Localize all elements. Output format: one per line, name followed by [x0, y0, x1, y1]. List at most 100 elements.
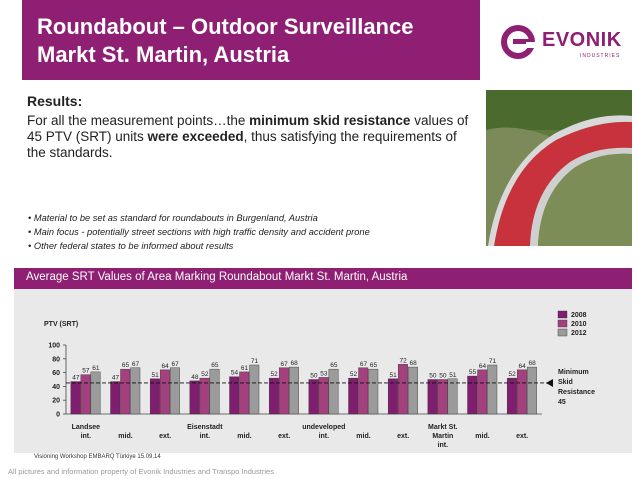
bar-2010-2	[159, 369, 170, 415]
y-tick-label: 60	[52, 370, 60, 377]
data-label: 48	[191, 374, 199, 381]
data-label: 57	[82, 368, 90, 375]
results-paragraph: For all the measurement points…the minim…	[27, 113, 469, 160]
bar-2008-11	[506, 377, 517, 415]
bar-2012-5	[288, 366, 299, 415]
bar-2008-8	[387, 378, 398, 415]
threshold-label: Resistance	[558, 389, 595, 396]
bar-2012-3	[209, 368, 220, 415]
data-label: 65	[330, 362, 338, 369]
bar-2010-8	[397, 364, 408, 415]
bar-2008-4	[229, 376, 240, 415]
legend-swatch-2010	[557, 319, 568, 328]
roundabout-photo	[486, 90, 632, 246]
x-tick-label: ext.	[159, 433, 171, 440]
bar-2012-2	[169, 367, 180, 415]
legend-label: 2010	[571, 321, 587, 328]
bar-2010-5	[278, 367, 289, 415]
data-label: 52	[271, 371, 279, 378]
data-label: 51	[390, 372, 398, 379]
data-label: 61	[241, 365, 249, 372]
x-tick-label: mid.	[475, 433, 489, 440]
chart-title-band: Average SRT Values of Area Marking Round…	[14, 268, 632, 289]
y-tick-label: 100	[48, 343, 60, 350]
data-label: 65	[211, 362, 219, 369]
bullet-list: • Material to be set as standard for rou…	[28, 211, 370, 253]
legend-swatch-2012	[557, 328, 568, 337]
bar-2012-10	[487, 364, 498, 415]
data-label: 55	[469, 369, 477, 376]
bar-2010-6	[318, 377, 329, 415]
data-label: 47	[112, 375, 120, 382]
data-label: 67	[132, 361, 140, 368]
x-tick-label-top: Markt St.	[428, 424, 458, 431]
x-tick-label: int.	[81, 433, 92, 440]
x-tick-label: int.	[319, 433, 330, 440]
bar-2012-11	[526, 366, 537, 415]
bar-2010-4	[239, 371, 250, 415]
bar-2010-10	[477, 369, 488, 415]
bar-2008-0	[70, 381, 81, 415]
x-tick-label: int.	[200, 433, 211, 440]
data-label: 64	[162, 363, 170, 370]
copyright-footer: All pictures and information property of…	[8, 467, 274, 476]
x-tick-label: mid.	[118, 433, 132, 440]
data-label: 71	[489, 358, 497, 365]
x-tick-label: Martin	[432, 433, 453, 440]
threshold-label: 45	[558, 399, 566, 406]
bar-2010-7	[358, 367, 369, 415]
threshold-label: Minimum	[558, 369, 589, 376]
x-tick-label-top: Landsee	[72, 424, 101, 431]
data-label: 50	[310, 373, 318, 380]
title-bar: Roundabout – Outdoor Surveillance Markt …	[22, 0, 480, 80]
bar-2012-0	[90, 371, 101, 415]
data-label: 68	[291, 360, 299, 367]
bar-2012-4	[249, 364, 260, 415]
data-label: 51	[449, 372, 457, 379]
bar-2012-7	[368, 368, 379, 415]
data-label: 67	[360, 361, 368, 368]
bar-2008-3	[189, 380, 200, 415]
bar-2010-9	[437, 379, 448, 415]
results-heading: Results:	[27, 93, 83, 109]
threshold-label: Skid	[558, 379, 573, 386]
x-tick-label: ext.	[397, 433, 409, 440]
data-label: 51	[152, 372, 160, 379]
data-label: 50	[429, 373, 437, 380]
y-tick-label: 20	[52, 398, 60, 405]
bar-2010-11	[516, 369, 527, 415]
x-tick-label: mid.	[356, 433, 370, 440]
x-tick-label-third: int.	[438, 442, 449, 449]
event-footer: Visioning Workshop EMBARQ Türkiye 15.09.…	[34, 454, 161, 460]
bar-2008-10	[467, 375, 478, 415]
bar-2012-8	[407, 366, 418, 415]
data-label: 52	[201, 371, 209, 378]
data-label: 67	[281, 361, 289, 368]
bar-2010-3	[199, 377, 210, 415]
data-label: 50	[439, 373, 447, 380]
bar-2010-1	[120, 368, 131, 415]
bar-2008-1	[110, 381, 121, 415]
data-label: 64	[519, 363, 527, 370]
bar-2008-5	[268, 377, 279, 415]
bullet-item: • Other federal states to be informed ab…	[28, 241, 234, 251]
bar-2008-6	[308, 379, 319, 415]
bar-2010-0	[80, 374, 91, 415]
data-label: 52	[350, 371, 358, 378]
data-label: 68	[529, 360, 537, 367]
data-label: 72	[400, 357, 408, 364]
data-label: 65	[122, 362, 130, 369]
x-tick-label-top: undeveloped	[302, 424, 345, 431]
data-label: 52	[509, 371, 517, 378]
data-label: 54	[231, 370, 239, 377]
x-tick-label: ext.	[516, 433, 528, 440]
bar-2008-7	[348, 377, 359, 415]
y-tick-label: 0	[56, 412, 60, 419]
bar-2012-9	[447, 378, 458, 415]
data-label: 71	[251, 358, 259, 365]
data-label: 67	[172, 361, 180, 368]
data-label: 61	[92, 365, 100, 372]
x-tick-label: ext.	[278, 433, 290, 440]
y-tick-label: 80	[52, 356, 60, 363]
bar-2008-9	[427, 379, 438, 415]
